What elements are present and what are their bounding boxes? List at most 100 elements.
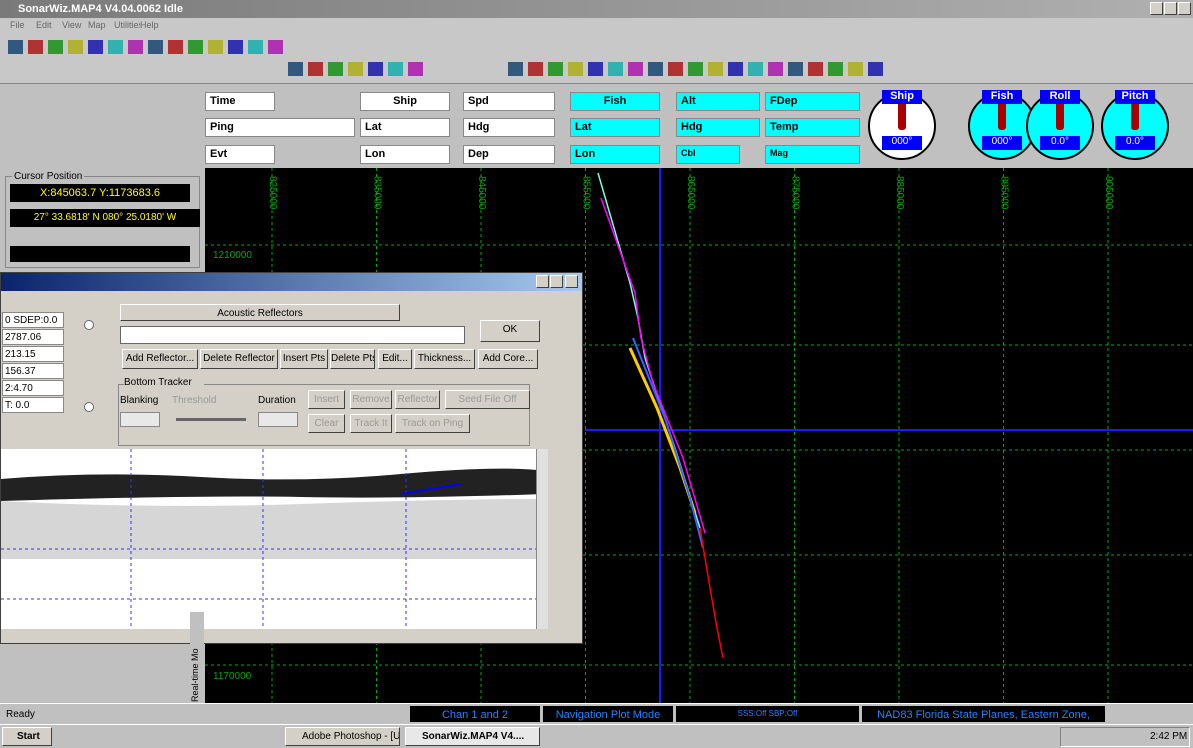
toolbar-button[interactable] [108, 40, 123, 54]
ok-button[interactable]: OK [480, 320, 540, 342]
toolbar-button[interactable] [768, 62, 783, 76]
menu-item[interactable]: Help [140, 20, 159, 30]
gauge-reading: 0.0° [1040, 136, 1080, 150]
task-button[interactable]: Adobe Photoshop - [Untitl... [285, 727, 400, 746]
toolbar-button[interactable] [728, 62, 743, 76]
radio[interactable] [84, 402, 94, 412]
button[interactable]: Track on Ping [395, 414, 470, 433]
toolbar-button[interactable] [168, 40, 183, 54]
gauge-label: Ship [882, 90, 922, 104]
label: Threshold [172, 395, 217, 406]
minimize[interactable] [536, 275, 549, 288]
menu-item[interactable]: Map [88, 20, 106, 30]
instrument-field: Fish [570, 92, 660, 111]
menu-item[interactable]: Utilities [114, 20, 140, 30]
instrument-field: Lat [360, 118, 450, 137]
reflector-combo[interactable] [120, 326, 465, 344]
toolbar-button[interactable] [228, 40, 243, 54]
toolbar-button[interactable] [608, 62, 623, 76]
minimize[interactable] [1150, 2, 1163, 15]
toolbar-button[interactable] [68, 40, 83, 54]
toolbar-button[interactable] [288, 62, 303, 76]
toolbar-button[interactable] [328, 62, 343, 76]
readout: 156.37 [2, 363, 64, 379]
instrument-field: Alt [676, 92, 760, 111]
toolbar-button[interactable] [808, 62, 823, 76]
x-label: 895000 [999, 176, 1010, 210]
toolbar-button[interactable] [668, 62, 683, 76]
instrument-field: Dep [463, 145, 555, 164]
toolbar-button[interactable] [188, 40, 203, 54]
toolbar-button[interactable] [368, 62, 383, 76]
menu-item[interactable]: View [62, 20, 82, 30]
toolbar-button[interactable] [528, 62, 543, 76]
toolbar-button[interactable] [8, 40, 23, 54]
blanking-input[interactable] [120, 412, 160, 427]
maximize[interactable] [1164, 2, 1177, 15]
scrollbar[interactable] [536, 449, 548, 629]
close[interactable] [565, 275, 578, 288]
button[interactable]: Clear [308, 414, 345, 433]
menu-item[interactable]: File [10, 20, 25, 30]
toolbar-button[interactable] [848, 62, 863, 76]
button[interactable]: Delete Reflector [200, 349, 278, 369]
toolbar-button[interactable] [688, 62, 703, 76]
button[interactable]: Delete Pts [330, 349, 375, 369]
group-title: Acoustic Reflectors [120, 304, 400, 321]
button[interactable]: Insert Pts [280, 349, 328, 369]
toolbar-button[interactable] [788, 62, 803, 76]
gauge-label: Pitch [1115, 90, 1155, 104]
toolbar-button[interactable] [148, 40, 163, 54]
toolbar-button[interactable] [268, 40, 283, 54]
button[interactable]: Add Core... [478, 349, 538, 369]
button[interactable]: Reflector [395, 390, 440, 409]
toolbar-button[interactable] [748, 62, 763, 76]
readout: 0 SDEP:0.0 [2, 312, 64, 328]
toolbar-button[interactable] [708, 62, 723, 76]
button[interactable]: Seed File Off [445, 390, 530, 409]
button[interactable]: Add Reflector... [122, 349, 198, 369]
button[interactable]: Remove [350, 390, 392, 409]
instrument-field: Evt [205, 145, 275, 164]
toolbar-button[interactable] [348, 62, 363, 76]
toolbar-button[interactable] [508, 62, 523, 76]
toolbar-button[interactable] [568, 62, 583, 76]
toolbar-button[interactable] [88, 40, 103, 54]
title-bar: SonarWiz.MAP4 V4.04.0062 Idle [0, 0, 1193, 18]
gauge-reading: 000° [882, 136, 922, 150]
toolbar-button[interactable] [388, 62, 403, 76]
toolbar-button[interactable] [588, 62, 603, 76]
cursor-latlon: 27° 33.6818' N 080° 25.0180' W [10, 209, 200, 227]
toolbar-button[interactable] [628, 62, 643, 76]
toolbar-button[interactable] [648, 62, 663, 76]
instrument-field: FDep [765, 92, 860, 111]
task-button[interactable]: SonarWiz.MAP4 V4.... [405, 727, 540, 746]
toolbar-button[interactable] [308, 62, 323, 76]
button[interactable]: Insert [308, 390, 345, 409]
radio[interactable] [84, 320, 94, 330]
toolbar-button[interactable] [828, 62, 843, 76]
toolbar-button[interactable] [548, 62, 563, 76]
slider[interactable] [176, 418, 246, 421]
toolbar-button[interactable] [28, 40, 43, 54]
toolbar-button[interactable] [868, 62, 883, 76]
cursor-panel: Cursor Position X:845063.7 Y:1173683.6 2… [0, 168, 205, 272]
group-title: Bottom Tracker [124, 377, 204, 389]
toolbar-button[interactable] [248, 40, 263, 54]
menu-item[interactable]: Edit [36, 20, 52, 30]
button[interactable]: Thickness... [414, 349, 475, 369]
close[interactable] [1178, 2, 1191, 15]
toolbar-button[interactable] [48, 40, 63, 54]
button[interactable]: Track It [350, 414, 392, 433]
toolbar-button[interactable] [208, 40, 223, 54]
toolbar-button[interactable] [408, 62, 423, 76]
duration-input[interactable] [258, 412, 298, 427]
toolbar-button[interactable] [128, 40, 143, 54]
gauge-needle [1131, 100, 1139, 130]
button[interactable]: Edit... [378, 349, 412, 369]
subbottom [1, 499, 546, 559]
cursor-blank [10, 246, 190, 262]
readout: 213.15 [2, 346, 64, 362]
maximize[interactable] [550, 275, 563, 288]
start-button[interactable]: Start [2, 727, 52, 746]
